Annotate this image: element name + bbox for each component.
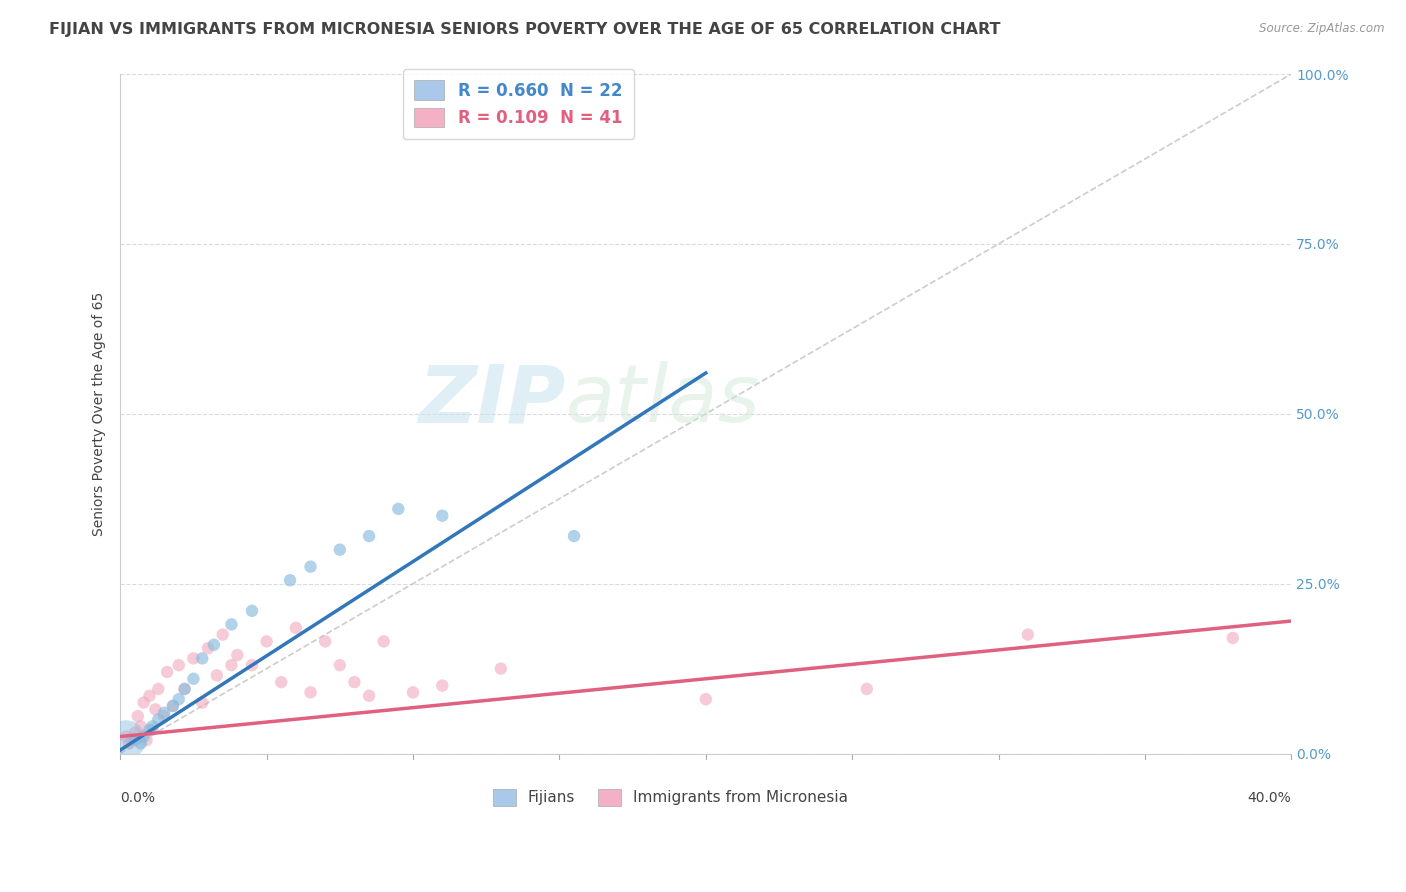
Point	[329, 658, 352, 673]
Text: 0.0%: 0.0%	[121, 791, 155, 805]
Point	[156, 665, 179, 679]
Point	[359, 689, 381, 703]
Point	[167, 692, 190, 706]
Text: 40.0%: 40.0%	[1247, 791, 1291, 805]
Point	[141, 719, 163, 733]
Point	[256, 634, 278, 648]
Text: Source: ZipAtlas.com: Source: ZipAtlas.com	[1260, 22, 1385, 36]
Point	[432, 508, 454, 523]
Point	[183, 651, 205, 665]
Point	[162, 698, 184, 713]
Point	[135, 733, 157, 747]
Point	[148, 713, 170, 727]
Point	[387, 502, 409, 516]
Point	[191, 651, 214, 665]
Point	[129, 736, 152, 750]
Point	[221, 617, 243, 632]
Point	[138, 723, 160, 737]
Point	[115, 730, 138, 744]
Point	[132, 696, 155, 710]
Point	[432, 679, 454, 693]
Point	[127, 709, 149, 723]
Point	[221, 658, 243, 673]
Point	[197, 641, 219, 656]
Point	[1017, 627, 1039, 641]
Legend: Fijians, Immigrants from Micronesia: Fijians, Immigrants from Micronesia	[485, 780, 856, 814]
Point	[1222, 631, 1244, 645]
Point	[167, 658, 190, 673]
Point	[562, 529, 585, 543]
Text: atlas: atlas	[565, 361, 761, 439]
Point	[343, 675, 366, 690]
Point	[278, 573, 301, 587]
Point	[373, 634, 395, 648]
Point	[240, 604, 263, 618]
Point	[191, 696, 214, 710]
Point	[284, 621, 307, 635]
Point	[856, 681, 879, 696]
Point	[115, 733, 138, 747]
Point	[202, 638, 225, 652]
Point	[148, 681, 170, 696]
Point	[153, 709, 176, 723]
Point	[226, 648, 249, 662]
Point	[205, 668, 228, 682]
Point	[173, 681, 195, 696]
Point	[270, 675, 292, 690]
Point	[118, 736, 141, 750]
Point	[153, 706, 176, 720]
Point	[314, 634, 336, 648]
Point	[402, 685, 425, 699]
Point	[489, 662, 512, 676]
Point	[299, 559, 322, 574]
Point	[121, 733, 143, 747]
Point	[695, 692, 717, 706]
Y-axis label: Seniors Poverty Over the Age of 65: Seniors Poverty Over the Age of 65	[93, 292, 107, 536]
Point	[359, 529, 381, 543]
Point	[173, 681, 195, 696]
Point	[183, 672, 205, 686]
Point	[240, 658, 263, 673]
Point	[211, 627, 233, 641]
Point	[129, 719, 152, 733]
Point	[141, 723, 163, 737]
Text: ZIP: ZIP	[418, 361, 565, 439]
Point	[299, 685, 322, 699]
Point	[124, 733, 146, 747]
Point	[132, 730, 155, 744]
Point	[329, 542, 352, 557]
Point	[143, 702, 166, 716]
Point	[138, 689, 160, 703]
Text: FIJIAN VS IMMIGRANTS FROM MICRONESIA SENIORS POVERTY OVER THE AGE OF 65 CORRELAT: FIJIAN VS IMMIGRANTS FROM MICRONESIA SEN…	[49, 22, 1001, 37]
Point	[162, 698, 184, 713]
Point	[124, 726, 146, 740]
